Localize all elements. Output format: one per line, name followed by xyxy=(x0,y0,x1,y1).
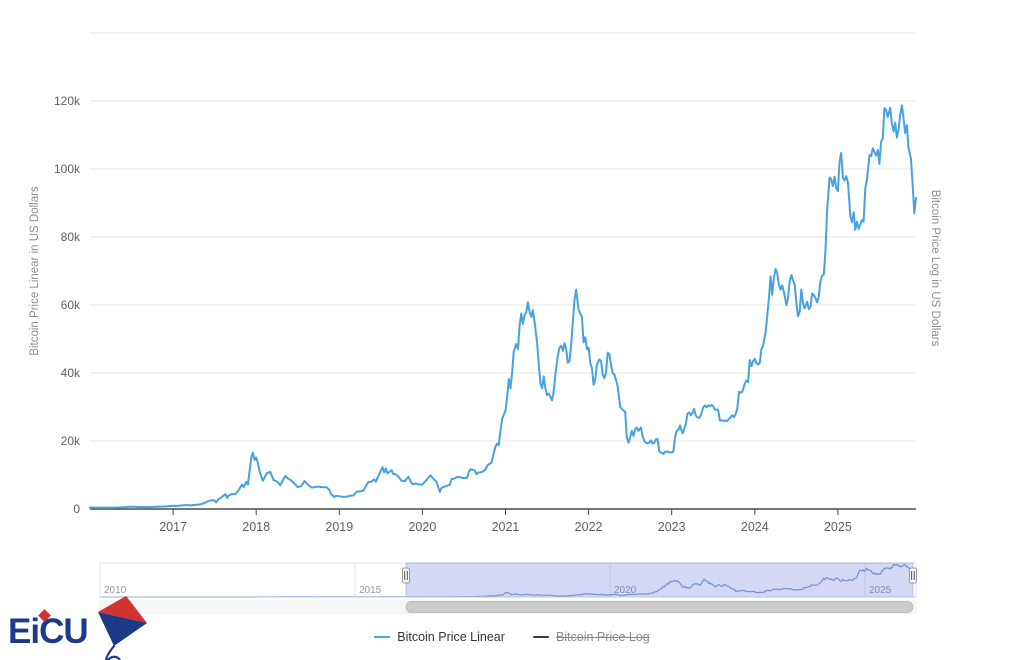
legend-marker-log-icon xyxy=(532,636,549,638)
x-tick-label: 2022 xyxy=(575,520,603,534)
x-tick-label: 2023 xyxy=(658,520,686,534)
logo-text: EiCU xyxy=(8,612,89,651)
kite-icon xyxy=(98,596,147,660)
legend-item-linear[interactable]: Bitcoin Price Linear xyxy=(374,630,505,644)
navigator-left-handle[interactable] xyxy=(402,567,410,584)
left-axis-title: Bitcoin Price Linear in US Dollars xyxy=(29,186,41,356)
navigator-right-handle[interactable] xyxy=(908,567,917,584)
x-tick-label: 2017 xyxy=(159,520,187,534)
right-axis-title: Bitcoin Price Log in US Dollars xyxy=(929,190,941,347)
navigator-frame xyxy=(99,562,917,598)
navigator-tick-label: 2025 xyxy=(869,585,892,596)
legend-item-log[interactable]: Bitcoin Price Log xyxy=(532,630,650,644)
x-tick-label: 2021 xyxy=(492,520,520,534)
x-tick-label: 2019 xyxy=(325,520,353,534)
y-tick-label: 120k xyxy=(54,94,81,108)
scrollbar-thumb[interactable] xyxy=(405,601,914,613)
legend: Bitcoin Price Linear Bitcoin Price Log xyxy=(0,630,1024,644)
legend-label-log: Bitcoin Price Log xyxy=(555,630,650,644)
y-tick-label: 0 xyxy=(73,502,80,516)
y-tick-label: 80k xyxy=(61,230,81,244)
navigator-series xyxy=(100,563,914,598)
y-tick-label: 20k xyxy=(61,434,81,448)
x-tick-label: 2018 xyxy=(242,520,270,534)
legend-label-linear: Bitcoin Price Linear xyxy=(397,630,505,644)
y-tick-label: 60k xyxy=(61,298,81,312)
navigator-tick-label: 2015 xyxy=(359,585,382,596)
y-tick-label: 100k xyxy=(54,162,81,176)
eicu-logo: EiCU xyxy=(6,596,156,660)
x-tick-label: 2020 xyxy=(408,520,436,534)
y-tick-label: 40k xyxy=(61,366,81,380)
navigator-tick-label: 2010 xyxy=(104,585,127,596)
navigator-selected-mask[interactable] xyxy=(405,562,914,598)
legend-marker-linear-icon xyxy=(374,636,391,638)
price-chart-canvas: 0 20k 40k 60k 80k 100k 120k 2017 2018 2019 2020 202… xyxy=(29,32,941,614)
bitcoin-price-linear-series[interactable] xyxy=(89,104,917,509)
x-tick-label: 2025 xyxy=(824,520,852,534)
navigator-tick-label: 2020 xyxy=(614,585,637,596)
x-tick-label: 2024 xyxy=(741,520,769,534)
